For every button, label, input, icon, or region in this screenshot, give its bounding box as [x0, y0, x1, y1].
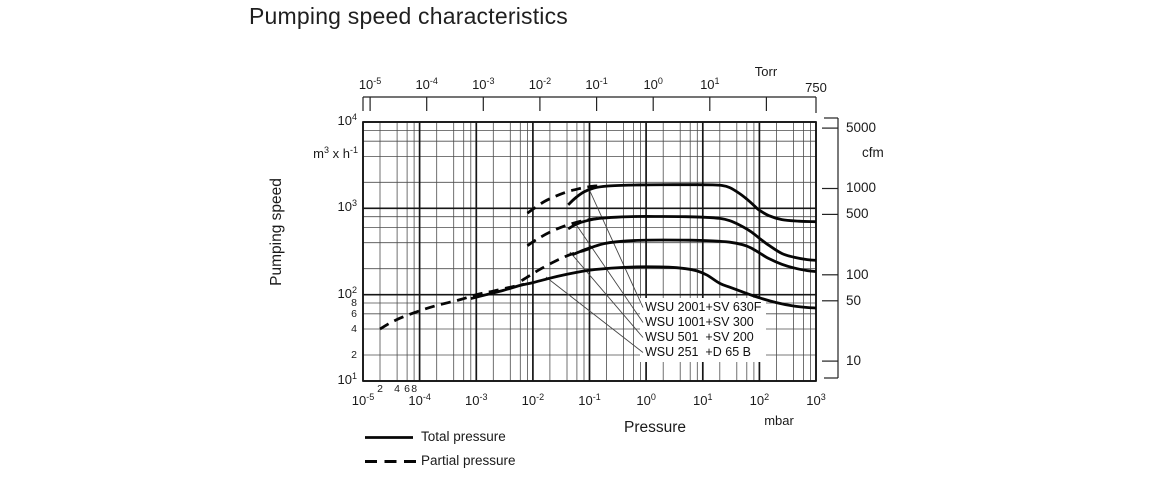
- mbar-tick-label: 10-1: [578, 392, 601, 408]
- y-minor-label: 2: [351, 349, 357, 361]
- x-axis-title: Pressure: [623, 419, 687, 436]
- x-minor-label: 4: [394, 383, 400, 395]
- mbar-tick-label: 103: [806, 392, 826, 408]
- m3h-tick-label: 103: [337, 198, 357, 215]
- plot-frame: [362, 121, 817, 382]
- curve-label-wsu251: WSU 251 +D 65 B: [645, 345, 751, 359]
- mbar-tick-label: 10-3: [465, 392, 488, 408]
- torr-tick-label: 10-5: [358, 76, 382, 92]
- y-minor-label: 4: [351, 323, 357, 336]
- leader-line-wsu1001: [575, 223, 644, 323]
- curve-wsu251-partial: [379, 282, 525, 331]
- x-minor-label: 2: [377, 383, 383, 395]
- torr-tick-label: 101: [700, 76, 720, 92]
- torr-tick-label: 10-1: [585, 76, 608, 92]
- top-axis-unit-torr: Torr: [754, 64, 778, 79]
- curve-label-box: [640, 298, 766, 362]
- curve-wsu501-total: [571, 238, 817, 273]
- curve-wsu2001-partial: [526, 184, 598, 215]
- mbar-tick-label: 10-2: [521, 392, 545, 408]
- y-minor-label: 8: [351, 297, 357, 310]
- torr-tick-label: 10-4: [415, 76, 438, 92]
- cfm-tick-label: 100: [846, 266, 869, 282]
- mbar-tick-label: 100: [636, 392, 656, 408]
- cfm-tick-label: 10: [846, 353, 862, 369]
- torr-tick-label: 10-3: [472, 76, 495, 92]
- leader-line-wsu2001: [588, 188, 644, 308]
- cfm-tick-label: 5000: [846, 120, 877, 136]
- leader-line-wsu501: [569, 251, 644, 338]
- m3h-tick-label: 104: [337, 112, 357, 128]
- legend-partial-pressure-label: Partial pressure: [421, 453, 516, 468]
- torr-tick-label: 100: [643, 76, 663, 92]
- mbar-tick-label: 10-4: [408, 392, 431, 408]
- y-minor-label: 6: [351, 307, 357, 320]
- top-axis-750-label: 750: [805, 80, 827, 95]
- cfm-tick-label: 500: [846, 206, 869, 222]
- x-minor-label: 6: [404, 383, 410, 395]
- curve-wsu2001-total: [567, 183, 817, 224]
- bottom-axis-unit-mbar: mbar: [764, 413, 794, 428]
- cfm-tick-label: 1000: [846, 180, 877, 196]
- m3h-tick-label: 102: [337, 284, 357, 301]
- curve-wsu1001-partial: [526, 216, 602, 247]
- curve-label-wsu1001: WSU 1001+SV 300: [645, 315, 754, 329]
- curve-label-wsu501: WSU 501 +SV 200: [645, 330, 754, 344]
- y-axis-title: Pumping speed: [268, 178, 285, 286]
- leader-line-wsu251: [545, 276, 644, 353]
- curve-wsu251-total: [470, 265, 817, 310]
- curve-wsu501-partial: [520, 245, 595, 282]
- chart-title: Pumping speed characteristics: [249, 3, 569, 29]
- m3h-tick-label: 101: [337, 371, 357, 387]
- torr-tick-label: 10-2: [528, 76, 552, 92]
- y-axis-unit-m3h: m3 x h-1: [313, 145, 358, 161]
- mbar-tick-label: 101: [693, 392, 713, 408]
- x-minor-label: 8: [411, 383, 418, 395]
- curve-label-wsu2001: WSU 2001+SV 630F: [645, 300, 762, 314]
- cfm-tick-label: 50: [846, 292, 862, 308]
- right-axis-unit-cfm: cfm: [862, 145, 884, 160]
- curve-wsu1001-total: [567, 215, 817, 262]
- mbar-tick-label: 10-5: [351, 392, 375, 408]
- mbar-tick-label: 102: [749, 392, 770, 408]
- legend-total-pressure-label: Total pressure: [421, 429, 506, 444]
